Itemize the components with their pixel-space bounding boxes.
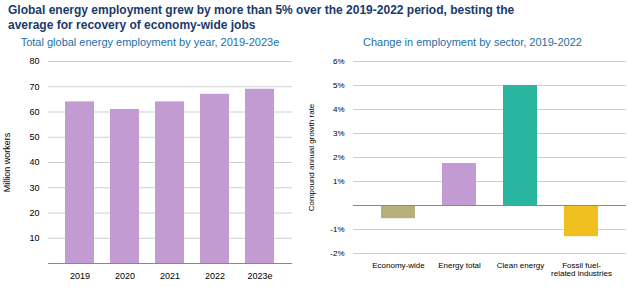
svg-text:10: 10 bbox=[29, 233, 39, 243]
svg-text:6%: 6% bbox=[333, 57, 345, 66]
svg-text:3%: 3% bbox=[333, 129, 345, 138]
svg-text:30: 30 bbox=[29, 183, 39, 193]
svg-text:2%: 2% bbox=[333, 153, 345, 162]
html-text:Global energy employment grew: Global energy employment grew by more th… bbox=[8, 3, 515, 17]
svg-text:20: 20 bbox=[29, 208, 39, 218]
svg-text:-2%: -2% bbox=[330, 249, 344, 258]
svg-text:Compound annual growth rate: Compound annual growth rate bbox=[307, 103, 316, 211]
svg-text:Clean energy: Clean energy bbox=[497, 261, 545, 270]
svg-text:50: 50 bbox=[29, 132, 39, 142]
svg-text:Fossil fuel-related industries: Fossil fuel-related industries bbox=[551, 261, 612, 278]
svg-text:4%: 4% bbox=[333, 105, 345, 114]
svg-text:Economy-wide: Economy-wide bbox=[372, 261, 425, 270]
html-text:Total global energy employment: Total global energy employment by year, … bbox=[20, 36, 280, 48]
svg-text:60: 60 bbox=[29, 107, 39, 117]
svg-text:2022: 2022 bbox=[205, 271, 225, 281]
html-text:Change in employment by sector: Change in employment by sector, 2019-202… bbox=[363, 36, 582, 48]
svg-text:-1%: -1% bbox=[330, 225, 344, 234]
svg-text:5%: 5% bbox=[333, 81, 345, 90]
svg-text:2021: 2021 bbox=[160, 271, 180, 281]
svg-text:1%: 1% bbox=[333, 177, 345, 186]
svg-text:40: 40 bbox=[29, 157, 39, 167]
html-text:average for recovery of econom: average for recovery of economy-wide job… bbox=[8, 18, 256, 32]
svg-text:Energy total: Energy total bbox=[438, 261, 481, 270]
svg-text:2023e: 2023e bbox=[247, 271, 272, 281]
svg-text:80: 80 bbox=[29, 56, 39, 66]
svg-text:70: 70 bbox=[29, 82, 39, 92]
svg-text:Million workers: Million workers bbox=[2, 132, 12, 192]
svg-text:2019: 2019 bbox=[70, 271, 90, 281]
svg-text:2020: 2020 bbox=[115, 271, 135, 281]
